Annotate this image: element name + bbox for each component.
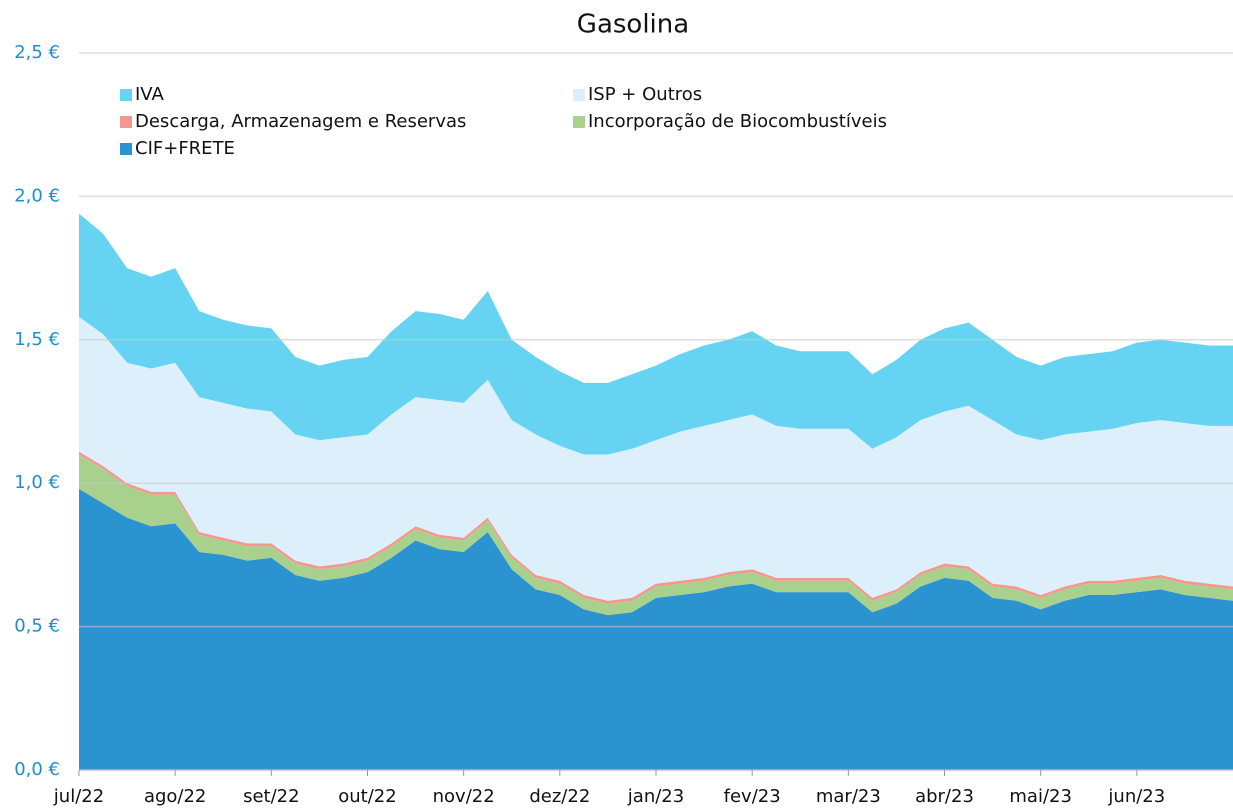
- area: [79, 454, 1233, 616]
- x-tick-label: nov/22: [433, 786, 495, 807]
- legend-label: CIF+FRETE: [135, 138, 235, 159]
- x-tick-label: ago/22: [144, 786, 206, 807]
- area: [79, 488, 1233, 770]
- legend-swatch: [573, 116, 585, 128]
- legend-label: Descarga, Armazenagem e Reservas: [135, 111, 466, 132]
- x-tick-label: mai/23: [1009, 786, 1072, 807]
- y-tick-label: 1,5 €: [14, 329, 60, 350]
- y-tick-label: 1,0 €: [14, 472, 60, 493]
- x-tick-label: out/22: [338, 786, 396, 807]
- area: [79, 213, 1233, 455]
- y-tick-label: 2,0 €: [14, 185, 60, 206]
- legend-swatch: [120, 89, 132, 101]
- x-tick-label: dez/22: [529, 786, 590, 807]
- x-tick-label: jun/23: [1107, 786, 1165, 807]
- x-tick-label: abr/23: [915, 786, 974, 807]
- x-tick-label: jul/22: [53, 786, 104, 807]
- legend-swatch: [120, 116, 132, 128]
- y-tick-label: 2,5 €: [14, 42, 60, 63]
- y-tick-label: 0,5 €: [14, 616, 60, 637]
- legend-swatch: [573, 89, 585, 101]
- area: [79, 451, 1233, 604]
- x-tick-label: jan/23: [627, 786, 684, 807]
- chart-title: Gasolina: [577, 10, 689, 40]
- legend-label: ISP + Outros: [588, 84, 702, 105]
- y-tick-label: 0,0 €: [14, 759, 60, 780]
- legend-swatch: [120, 143, 132, 155]
- legend-label: IVA: [135, 84, 164, 105]
- x-tick-label: mar/23: [816, 786, 881, 807]
- area: [79, 316, 1233, 601]
- legend-label: Incorporação de Biocombustíveis: [588, 111, 887, 132]
- x-tick-label: fev/23: [724, 786, 781, 807]
- x-tick-label: set/22: [243, 786, 299, 807]
